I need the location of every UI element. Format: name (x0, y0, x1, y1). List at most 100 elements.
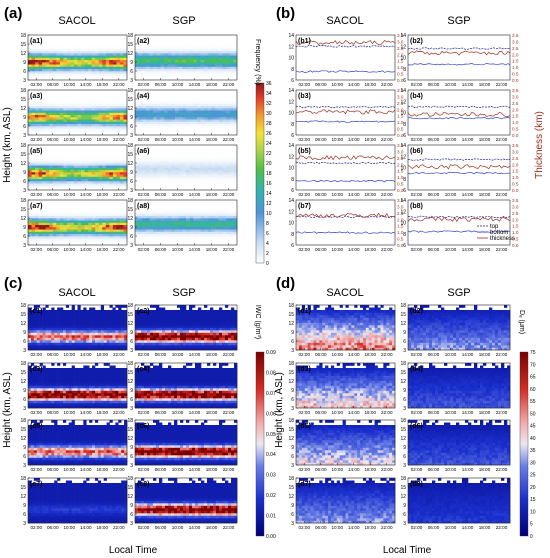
heatmap-a3-cell (63, 126, 68, 129)
heatmap-a1-cell (123, 71, 128, 74)
heatmap-a3-cell (109, 119, 114, 122)
heatmap-a6-cell (204, 178, 209, 182)
heatmap-a8-cell (145, 224, 150, 228)
heatmap-a2-cell (211, 55, 216, 58)
heatmap-a5-cell (35, 169, 39, 173)
heatmap-a1-cell (31, 71, 36, 74)
heatmap-a1-cell (119, 53, 124, 56)
heatmap-a7-cell (73, 200, 78, 203)
heatmap-a6-cell (222, 176, 227, 180)
heatmap-a6-cell (135, 147, 139, 150)
heatmap-c1-cell (30, 325, 35, 328)
heatmap-a1-cell (28, 64, 32, 67)
heatmap-a8-cell (171, 204, 176, 208)
heatmap-a8-cell (138, 218, 143, 221)
heatmap-a4-cell (156, 130, 161, 134)
lineplot-b6-xtick-label: 14:00 (462, 192, 474, 197)
heatmap-a4-cell (233, 132, 238, 136)
heatmap-a1-cell (45, 37, 50, 40)
heatmap-a1-cell (81, 62, 85, 65)
heatmap-a8-cell (226, 233, 231, 237)
heatmap-a4-cell (207, 121, 212, 125)
heatmap-a7-cell (28, 229, 32, 232)
heatmap-a5-cell (70, 160, 75, 164)
heatmap-a1-cell (102, 53, 107, 56)
heatmap-a4-cell (178, 117, 183, 120)
heatmap-a2-cell (167, 66, 172, 70)
heatmap-a3-cell (116, 96, 121, 100)
heatmap-a8-cell (138, 224, 143, 228)
heatmap-a7-cell (73, 209, 78, 212)
heatmap-a3-cell (38, 90, 43, 93)
heatmap-a3-cell (28, 112, 32, 116)
heatmap-c1 (28, 305, 128, 351)
heatmap-a6-cell (142, 172, 147, 175)
heatmap-a4-cell (171, 90, 176, 93)
heatmap-a4-cell (200, 112, 205, 116)
heatmap-a3-cell (123, 94, 128, 98)
heatmap-c1-cell (36, 337, 40, 341)
heatmap-a7-cell (42, 240, 46, 244)
heatmap-a7-cell (59, 238, 64, 241)
heatmap-a4-cell (182, 108, 187, 111)
heatmap-a5-cell (109, 185, 114, 189)
heatmap-a3-cell (109, 112, 114, 116)
heatmap-a7-cell (35, 206, 39, 210)
heatmap-a5-cell (66, 181, 71, 184)
heatmap-a6-cell (164, 158, 169, 162)
heatmap-a1-cell (59, 37, 64, 40)
heatmap-a2-cell (211, 62, 216, 65)
heatmap-a1-cell (42, 66, 46, 70)
heatmap-a8-cell (145, 218, 150, 221)
heatmap-a3-cell (95, 117, 100, 120)
heatmap-a6-cell (145, 163, 150, 166)
heatmap-a8-cell (145, 238, 150, 241)
heatmap-a8-cell (135, 233, 139, 237)
heatmap-a1-cell (84, 66, 89, 70)
heatmap-a5-cell (116, 183, 121, 186)
heatmap-a2-cell (171, 62, 176, 65)
heatmap-a6-cell (211, 187, 216, 191)
heatmap-a2-cell (175, 77, 180, 81)
heatmap-a7-cell (28, 220, 32, 223)
heatmap-a3-cell (63, 108, 68, 111)
heatmap-a6-cell (160, 178, 165, 182)
heatmap-a5-cell (63, 176, 68, 180)
heatmap-a5-cell (73, 174, 78, 177)
heatmap-a8-cell (222, 202, 227, 205)
heatmap-a6-cell (193, 172, 198, 175)
colorbar-a-tick-label: 22 (266, 151, 272, 157)
heatmap-a1-cell (28, 55, 32, 58)
heatmap-a6-cell (164, 167, 169, 171)
heatmap-a5-cell (56, 174, 61, 177)
heatmap-a8-cell (178, 200, 183, 203)
heatmap-a7-cell (91, 215, 96, 219)
heatmap-a7-cell (52, 233, 57, 237)
heatmap-a3-cell (84, 132, 89, 136)
heatmap-a4-cell (222, 90, 227, 93)
heatmap-a2-cell (153, 44, 158, 47)
heatmap-a2-cell (229, 48, 234, 52)
heatmap-a2-cell (175, 59, 180, 63)
heatmap-a7-cell (98, 231, 103, 235)
heatmap-a2-cell (156, 57, 161, 61)
heatmap-a8-cell (171, 200, 176, 203)
heatmap-a4-cell (182, 114, 187, 118)
heatmap-a7-cell (88, 231, 92, 235)
heatmap-a8-cell (193, 218, 198, 221)
heatmap-a1-cell (59, 64, 64, 67)
heatmap-a5-cell (28, 156, 32, 159)
heatmap-a2-cell (207, 73, 212, 76)
heatmap-a7-cell (70, 213, 75, 217)
heatmap-a2-cell (167, 71, 172, 74)
heatmap-a5-cell (31, 169, 36, 173)
heatmap-a1-cell (63, 75, 68, 79)
heatmap-a3-cell (52, 105, 57, 109)
heatmap-a1-cell (88, 48, 92, 52)
heatmap-a5-cell (116, 165, 121, 168)
heatmap-a4-cell (142, 123, 147, 127)
heatmap-a2-cell (189, 66, 194, 70)
heatmap-a2-cell (211, 48, 216, 52)
heatmap-a7-cell (42, 227, 46, 230)
heatmap-a7-cell (77, 233, 82, 237)
